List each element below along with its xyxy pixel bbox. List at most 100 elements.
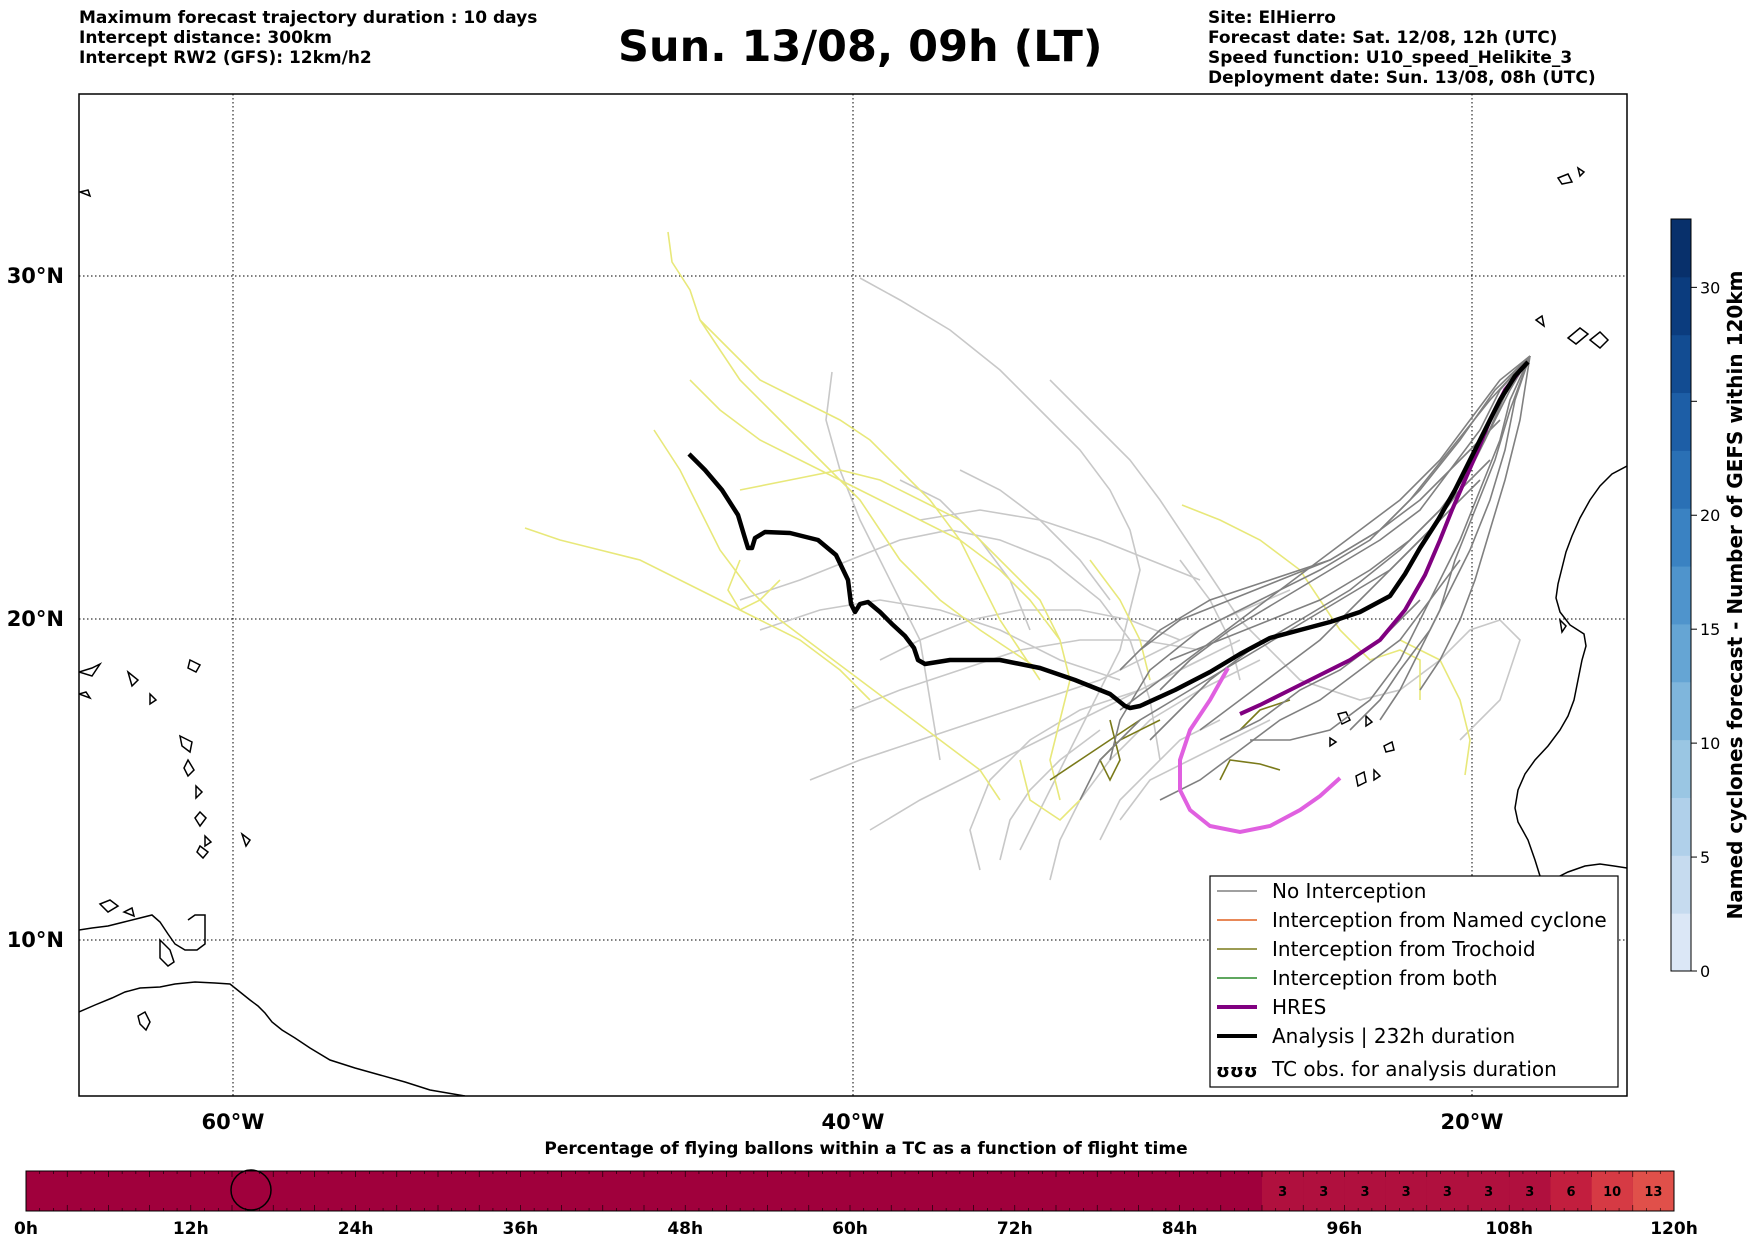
- island-7: [196, 844, 210, 860]
- progress-cell: [1591, 1171, 1633, 1211]
- progress-tick-label: 120h: [1650, 1219, 1698, 1239]
- progress-tick-label: 36h: [503, 1219, 539, 1239]
- island-11: [98, 899, 120, 913]
- colorbar-title: Named cyclones forecast - Number of GEFS…: [1723, 271, 1747, 920]
- progress-cell-value: 3: [1484, 1185, 1493, 1200]
- legend-label-3: Interception from both: [1272, 966, 1498, 990]
- traj-light-7: [969, 659, 1201, 871]
- legend-label-2: Interception from Trochoid: [1272, 937, 1536, 961]
- traj-yellow-9: [1399, 639, 1471, 776]
- traj-gray-6: [1079, 355, 1531, 801]
- cape-verde-6: [1329, 736, 1338, 748]
- traj-light-13: [959, 469, 1111, 601]
- progress-tick-label: 0h: [14, 1219, 38, 1239]
- traj-yellow-4: [699, 319, 1041, 681]
- progress-cell-value: 13: [1644, 1185, 1662, 1200]
- progress-cell: [1468, 1171, 1510, 1211]
- canary-fuerte: [1566, 327, 1590, 345]
- legend-label-0: No Interception: [1272, 879, 1426, 903]
- colorbar: 0 5 10 15 20 30 Named cyclones forecast - Num…: [1670, 218, 1747, 981]
- canary-tenerife: [1534, 314, 1546, 328]
- progress-bar: Percentage of flying ballons within a TC…: [14, 1139, 1698, 1239]
- island-1: [187, 658, 202, 673]
- forecast-date-text: Forecast date: Sat. 12/08, 12h (UTC): [1208, 28, 1558, 48]
- lat-label-20n: 20°N: [7, 607, 64, 631]
- progress-cell: [1344, 1171, 1386, 1211]
- lon-label-60w: 60°W: [202, 1110, 265, 1134]
- progress-bar-frame: [25, 1170, 1675, 1212]
- current-time-marker: [230, 1169, 272, 1211]
- deployment-date-text: Deployment date: Sun. 13/08, 08h (UTC): [1208, 68, 1596, 88]
- progress-cell-value: 3: [1319, 1185, 1328, 1200]
- traj-gray-14: [1159, 559, 1461, 801]
- madeira: [1556, 173, 1574, 185]
- traj-yellow-11: [1089, 559, 1151, 681]
- progress-cell-value: 3: [1402, 1185, 1411, 1200]
- colorbar-tick-label: 30: [1700, 278, 1720, 297]
- traj-light-14: [1099, 719, 1221, 841]
- colorbar-frame: [1670, 218, 1692, 972]
- island-3: [183, 758, 195, 778]
- traj-yellow-3: [524, 527, 871, 701]
- progress-tick-label: 12h: [173, 1219, 209, 1239]
- colorbar-tick-label: 5: [1700, 848, 1710, 867]
- colorbar-cell: [1671, 508, 1691, 567]
- traj-light-3: [1049, 379, 1521, 741]
- cape-verde-1: [1336, 711, 1352, 726]
- traj-yellow-6: [739, 469, 1071, 801]
- legend-box: [1209, 875, 1619, 1088]
- legend-label-1: Interception from Named cyclone: [1272, 908, 1607, 932]
- traj-light-2: [825, 371, 941, 761]
- legend-label-tc-obs: TC obs. for analysis duration: [1271, 1057, 1557, 1081]
- legend-label-5: Analysis | 232h duration: [1272, 1024, 1515, 1048]
- traj-light-1: [859, 277, 1141, 851]
- traj-gray-9: [1419, 355, 1531, 691]
- colorbar-tick-label: 15: [1700, 620, 1720, 639]
- madeira-2: [1576, 166, 1586, 178]
- colorbar-cell: [1671, 797, 1691, 856]
- colorbar-cell: [1671, 334, 1691, 394]
- island-9: [126, 669, 140, 688]
- island-12: [122, 906, 136, 918]
- traj-yellow-5: [689, 379, 1061, 641]
- progress-tick-label: 60h: [832, 1219, 868, 1239]
- progress-cell-value: 3: [1278, 1185, 1287, 1200]
- progress-cell: [1509, 1171, 1551, 1211]
- progress-cell: [1426, 1171, 1468, 1211]
- header-left-info: Maximum forecast trajectory duration : 1…: [79, 8, 537, 68]
- progress-cell-value: 10: [1603, 1185, 1621, 1200]
- lon-label-20w: 20°W: [1441, 1110, 1504, 1134]
- traj-gray-2: [1159, 355, 1531, 691]
- colorbar-cell: [1671, 623, 1691, 683]
- map-area[interactable]: [79, 94, 1627, 1096]
- traj-gray-10: [1109, 355, 1531, 761]
- progress-cell-value: 3: [1360, 1185, 1369, 1200]
- graticule: [79, 94, 1627, 1096]
- traj-gray-5: [1349, 355, 1531, 731]
- traj-analysis[interactable]: [687, 360, 1530, 711]
- cape-verde-3: [1355, 770, 1367, 788]
- progress-tick-label: 24h: [338, 1219, 374, 1239]
- colorbar-cell: [1671, 219, 1691, 278]
- speed-function-text: Speed function: U10_speed_Helikite_3: [1208, 48, 1573, 68]
- traj-magenta: [1178, 667, 1342, 835]
- colorbar-cell: [1671, 566, 1691, 625]
- progress-tick-label: 96h: [1327, 1219, 1363, 1239]
- intercept-distance-text: Intercept distance: 300km: [79, 28, 332, 48]
- progress-cell-value: 6: [1566, 1185, 1575, 1200]
- traj-trochoid-2: [1099, 719, 1161, 782]
- legend: No Interception Interception from Named c…: [1209, 875, 1619, 1088]
- site-text: Site: ElHierro: [1208, 8, 1336, 28]
- coast-detail: [137, 1010, 151, 1032]
- progress-cell: [1262, 1171, 1304, 1211]
- traj-light-15: [999, 729, 1101, 861]
- header-right-info: Site: ElHierro Forecast date: Sat. 12/08…: [1208, 8, 1596, 88]
- traj-light-4: [739, 529, 1161, 761]
- progress-cell-value: 3: [1525, 1185, 1534, 1200]
- traj-gray-1: [1149, 355, 1531, 741]
- traj-yellow-1: [667, 231, 1041, 671]
- trochoid-trajectories: [1049, 699, 1291, 782]
- colorbar-tick-label: 10: [1700, 734, 1720, 753]
- colorbar-cell: [1671, 392, 1691, 451]
